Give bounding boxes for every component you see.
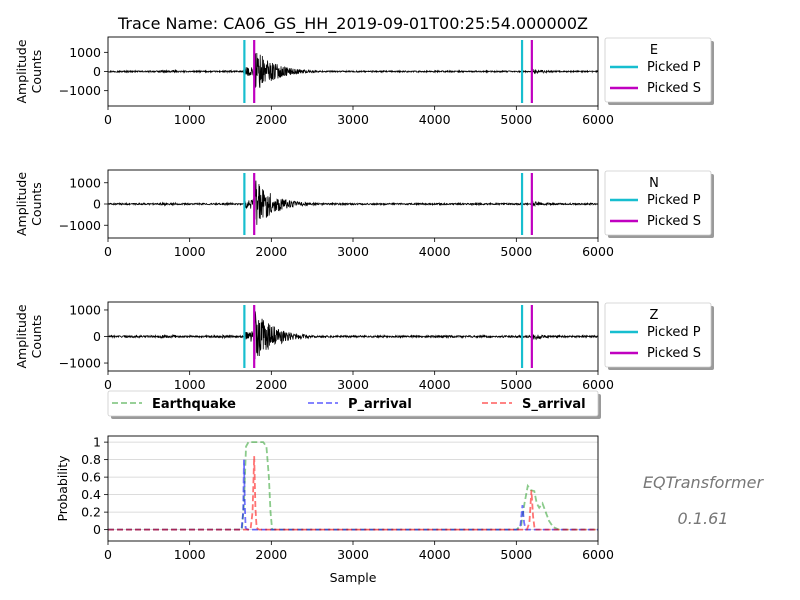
probability-legend: Earthquake P_arrival S_arrival: [107, 390, 601, 419]
x-tick-label: 3000: [337, 244, 369, 259]
y-tick-label: 0.6: [81, 470, 101, 485]
x-axis-label: Sample: [330, 570, 377, 585]
y-tick-label: 1000: [69, 45, 101, 60]
y-axis-label: Amplitude: [14, 39, 29, 103]
waveform-trace: [108, 53, 598, 88]
legend-entry-label: Picked S: [647, 346, 701, 361]
x-tick-label: 2000: [255, 547, 287, 562]
legend-entry-label: Picked P: [647, 60, 701, 75]
y-tick-label: 0.2: [81, 505, 101, 520]
x-tick-label: 1000: [174, 244, 206, 259]
component-legend: Z Picked P Picked S: [604, 302, 714, 370]
y-tick-label: −1000: [59, 83, 101, 98]
axes-frame: [107, 36, 599, 107]
x-tick-label: 2000: [255, 244, 287, 259]
x-tick-label: 3000: [337, 112, 369, 127]
legend-box: [604, 302, 712, 368]
y-tick-label: 0.4: [81, 487, 101, 502]
y-tick-label: 0: [93, 64, 101, 79]
component-legend: N Picked P Picked S: [604, 170, 714, 238]
x-tick-label: 2000: [255, 112, 287, 127]
y-axis-label-unit: Counts: [29, 315, 44, 359]
axes-frame: [107, 435, 599, 542]
y-tick-label: 0.8: [81, 452, 101, 467]
x-tick-label: 4000: [419, 547, 451, 562]
y-tick-label: 1000: [69, 175, 101, 190]
x-tick-label: 5000: [500, 377, 532, 392]
x-tick-label: 0: [104, 112, 112, 127]
y-tick-label: −1000: [59, 218, 101, 233]
legend-title: N: [649, 176, 659, 191]
y-tick-label: 0: [93, 329, 101, 344]
y-axis-label: Probability: [55, 455, 70, 522]
y-tick-label: 0: [93, 197, 101, 212]
axes-frame: [107, 301, 599, 372]
axes-frame: [107, 169, 599, 239]
x-tick-label: 6000: [582, 244, 614, 259]
x-tick-label: 1000: [174, 547, 206, 562]
x-tick-label: 6000: [582, 547, 614, 562]
y-axis-label-unit: Counts: [29, 50, 44, 94]
x-tick-label: 3000: [337, 377, 369, 392]
y-axis-label-unit: Counts: [29, 182, 44, 226]
panel-z-component: 0 1000 2000 3000 4000 5000 600010000−1000Ampli…: [14, 301, 714, 392]
waveform-trace: [108, 311, 598, 360]
legend-box: [604, 170, 712, 236]
panel-n-component: 0 1000 2000 3000 4000 5000 600010000−1000Ampli…: [14, 169, 714, 259]
y-tick-label: 1000: [69, 302, 101, 317]
x-tick-label: 4000: [419, 377, 451, 392]
y-tick-label: 0: [93, 522, 101, 537]
watermark-version: 0.1.61: [678, 509, 729, 528]
x-tick-label: 5000: [500, 112, 532, 127]
y-tick-label: −1000: [59, 356, 101, 371]
legend-entry-label: Picked S: [647, 214, 701, 229]
y-axis-label: Amplitude: [14, 172, 29, 236]
legend-box: [604, 37, 712, 103]
panel-probability: 0 1000 2000 3000 4000 5000 6000 1 0.8 0.6 0.4 0.2 0 P…: [55, 435, 614, 585]
x-tick-label: 0: [104, 547, 112, 562]
y-tick-label: 1: [93, 435, 101, 450]
legend-entry-label: Picked P: [647, 193, 701, 208]
x-tick-label: 2000: [255, 377, 287, 392]
y-axis-label: Amplitude: [14, 304, 29, 368]
legend-title: Z: [650, 308, 659, 323]
legend-entry-label: S_arrival: [522, 397, 586, 412]
panel-e-component: 0 1000 2000 3000 4000 5000 600010000−1000Ampli…: [14, 36, 714, 127]
x-tick-label: 6000: [582, 377, 614, 392]
x-tick-label: 0: [104, 244, 112, 259]
x-tick-label: 1000: [174, 112, 206, 127]
legend-entry-label: Picked P: [647, 325, 701, 340]
series-line-s-arrival: [108, 456, 598, 531]
chart-title: Trace Name: CA06_GS_HH_2019-09-01T00:25:…: [117, 14, 588, 34]
watermark-name: EQTransformer: [643, 473, 765, 492]
legend-title: E: [650, 43, 658, 58]
legend-box: [107, 390, 599, 417]
waveform-trace: [108, 180, 598, 225]
x-tick-label: 5000: [500, 547, 532, 562]
legend-entry-label: Picked S: [647, 81, 701, 96]
legend-entry-label: P_arrival: [348, 397, 412, 412]
x-tick-label: 0: [104, 377, 112, 392]
x-tick-label: 1000: [174, 377, 206, 392]
series-line-earthquake: [108, 441, 598, 531]
x-tick-label: 3000: [337, 547, 369, 562]
x-tick-label: 4000: [419, 244, 451, 259]
component-legend: E Picked P Picked S: [604, 37, 714, 105]
legend-entry-label: Earthquake: [152, 397, 236, 412]
x-tick-label: 4000: [419, 112, 451, 127]
x-tick-label: 5000: [500, 244, 532, 259]
x-tick-label: 6000: [582, 112, 614, 127]
